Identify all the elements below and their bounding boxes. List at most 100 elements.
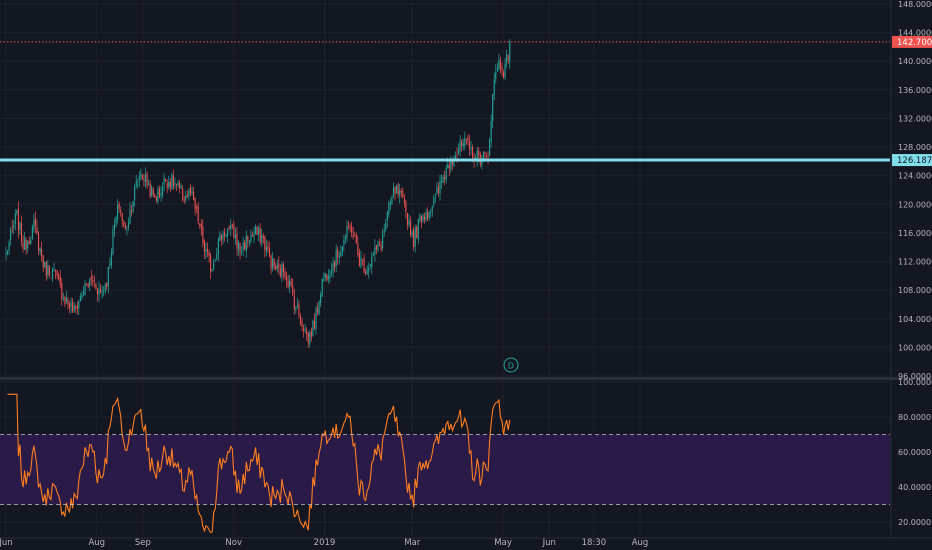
candle-body: [180, 186, 182, 189]
candle-body: [346, 226, 348, 238]
candle-body: [484, 151, 486, 154]
candle-body: [265, 247, 267, 252]
candle: [31, 224, 33, 241]
candle-body: [109, 263, 111, 266]
candle-body: [498, 59, 500, 69]
candle-body: [44, 262, 46, 268]
candle: [361, 259, 364, 266]
candle-body: [216, 253, 218, 260]
time-tick-label: Aug: [88, 538, 105, 548]
candle-body: [163, 177, 165, 185]
candle: [217, 236, 219, 262]
candle-body: [253, 232, 255, 238]
dividend-marker[interactable]: D: [503, 357, 519, 373]
candle: [104, 282, 106, 295]
candle-body: [55, 270, 57, 272]
candle: [307, 331, 309, 348]
last-price-label-bg: [892, 35, 932, 48]
candle-body: [127, 222, 129, 228]
oscillator-axis[interactable]: 100.0000 80.0000 60.0000 40.0000 20.0000: [898, 378, 932, 527]
candle: [489, 137, 491, 157]
time-tick-label: May: [494, 538, 512, 548]
candle: [98, 281, 100, 303]
candle: [352, 226, 354, 240]
candle-body: [237, 242, 240, 251]
candle-body: [124, 224, 126, 229]
candle-body: [59, 277, 61, 285]
candle-body: [287, 280, 289, 287]
candle: [182, 185, 184, 202]
candle: [244, 239, 246, 251]
candle: [379, 238, 381, 247]
candle: [50, 277, 52, 279]
candle-body: [107, 266, 109, 286]
candle: [39, 247, 41, 256]
candle-body: [34, 218, 36, 226]
candle-body: [358, 252, 360, 266]
pane-separator[interactable]: [0, 377, 932, 380]
candle: [78, 299, 80, 316]
candle: [19, 221, 21, 235]
dividend-marker-circle[interactable]: [503, 357, 519, 373]
candle-body: [327, 276, 329, 280]
candle-body: [318, 301, 320, 315]
candle-body: [27, 241, 29, 249]
candle: [315, 305, 317, 335]
candle-body: [248, 241, 250, 243]
time-axis[interactable]: Jun Aug Sep Nov 2019 Mar May Jun 18:30 Aug: [0, 538, 648, 548]
candle: [59, 269, 61, 289]
candle: [73, 302, 75, 313]
candle-body: [244, 241, 246, 250]
candle-body: [267, 246, 269, 250]
candle: [509, 39, 511, 69]
candle: [255, 224, 257, 235]
candle-body: [158, 188, 160, 197]
candle-body: [206, 248, 209, 252]
price-tick-label: 100.0000: [898, 343, 932, 352]
candle-body: [255, 226, 257, 235]
candle-body: [50, 277, 52, 279]
candle-body: [261, 235, 263, 243]
oscillator-tick-label: 100.0000: [898, 378, 932, 387]
candle: [498, 53, 500, 71]
candle-body: [191, 191, 193, 193]
candle: [140, 168, 142, 181]
candle-body: [349, 226, 351, 228]
time-tick-label: Aug: [632, 538, 649, 548]
candle-body: [38, 233, 40, 251]
candle: [332, 257, 334, 278]
candle-body: [86, 283, 88, 285]
price-tick-label: 140.0000: [898, 57, 932, 66]
candle-body: [489, 140, 491, 156]
candle-body: [182, 188, 184, 201]
candle-body: [213, 262, 215, 270]
price-axis[interactable]: 148.0000 144.0000 140.0000 136.0000 132.0000…: [898, 0, 932, 381]
candle: [301, 318, 303, 331]
candle-body: [220, 235, 222, 241]
dividend-marker-label[interactable]: D: [508, 362, 514, 371]
candle: [144, 167, 147, 189]
candle-body: [92, 279, 94, 282]
candle: [324, 272, 326, 281]
candle: [484, 151, 486, 160]
candle-body: [355, 234, 357, 244]
candle: [496, 62, 498, 73]
candle: [369, 263, 371, 270]
candle: [270, 254, 272, 275]
candle-body: [292, 285, 294, 295]
candle-body: [290, 280, 292, 286]
candle: [427, 207, 429, 222]
candle-body: [323, 279, 325, 281]
candle-body: [24, 237, 26, 250]
candle-body: [392, 187, 395, 197]
candle-body: [427, 211, 429, 220]
candle-body: [450, 161, 452, 170]
candle: [33, 213, 35, 233]
candle: [428, 210, 430, 221]
candle-body: [397, 184, 399, 195]
time-tick-label: Mar: [404, 538, 421, 548]
candle-body: [25, 239, 27, 250]
candle: [137, 178, 139, 189]
